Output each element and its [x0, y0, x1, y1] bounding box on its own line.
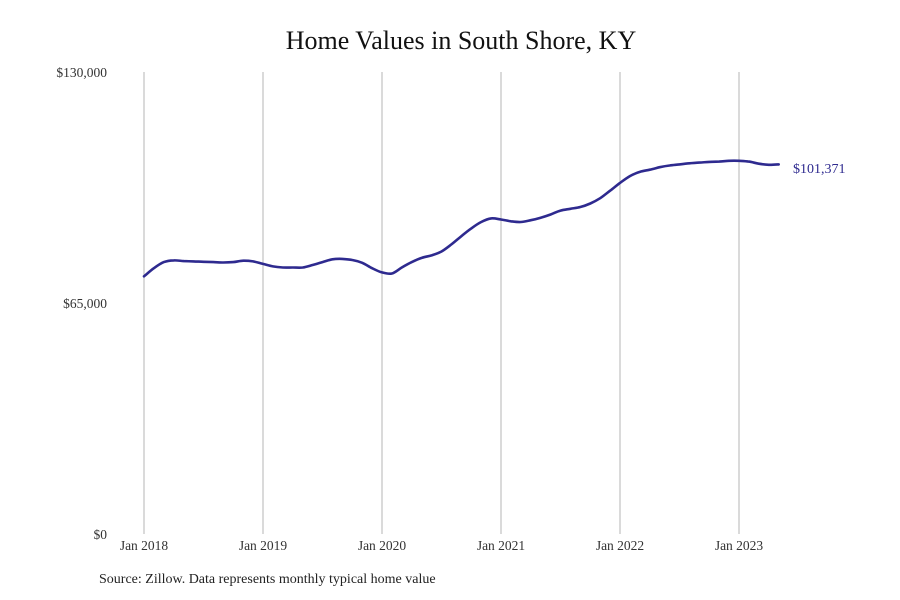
x-tick-label: Jan 2021	[477, 538, 525, 553]
source-note: Source: Zillow. Data represents monthly …	[99, 572, 436, 587]
series-line	[142, 159, 780, 278]
y-tick-label: $130,000	[56, 65, 107, 80]
x-tick-label: Jan 2019	[239, 538, 288, 553]
gridlines	[143, 72, 740, 534]
x-tick-label: Jan 2023	[715, 538, 764, 553]
x-tick-label: Jan 2022	[596, 538, 644, 553]
end-value-label: $101,371	[793, 162, 846, 177]
y-tick-label: $0	[94, 527, 108, 542]
y-axis: $0 $65,000 $130,000	[56, 65, 107, 542]
series-layer: $101,371	[142, 159, 846, 278]
x-tick-label: Jan 2020	[358, 538, 407, 553]
y-tick-label: $65,000	[63, 296, 107, 311]
x-axis: Jan 2018 Jan 2019 Jan 2020 Jan 2021 Jan 2022…	[120, 538, 764, 553]
x-tick-label: Jan 2018	[120, 538, 169, 553]
chart-title: Home Values in South Shore, KY	[285, 26, 637, 55]
